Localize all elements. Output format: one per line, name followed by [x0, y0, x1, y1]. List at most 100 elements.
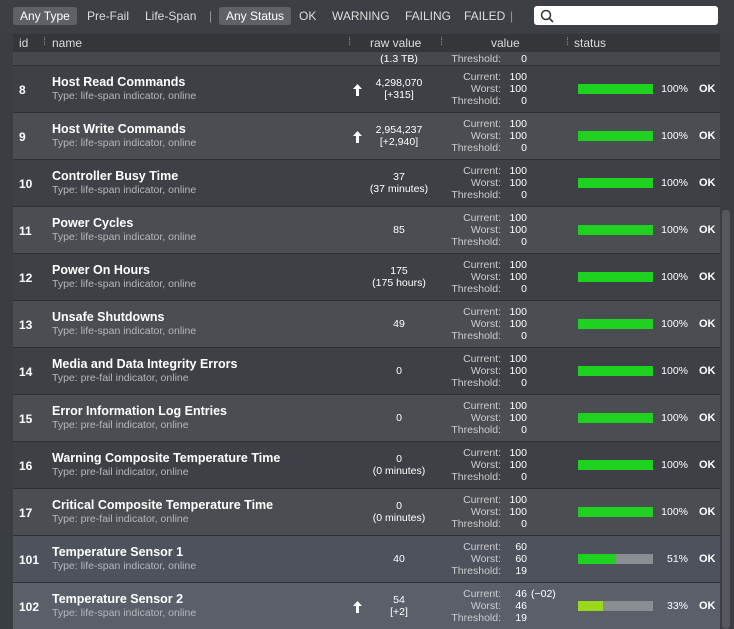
attribute-type: Type: life-span indicator, online — [52, 325, 197, 337]
table-row[interactable]: 17 Critical Composite Temperature Time Typ… — [13, 489, 720, 536]
threshold-value: 0 — [521, 283, 527, 295]
status-text: OK — [699, 83, 716, 95]
progress-track — [578, 84, 653, 94]
type-filter[interactable]: Life-Span — [145, 9, 197, 23]
row-id: 10 — [19, 177, 33, 191]
progress-track — [578, 131, 653, 141]
progress-bar — [578, 84, 653, 94]
row-id: 13 — [19, 318, 33, 332]
table-row[interactable]: 101 Temperature Sensor 1 Type: life-span i… — [13, 536, 720, 583]
worst-value: 100 — [509, 224, 527, 236]
row-id: 12 — [19, 271, 33, 285]
progress-track — [578, 225, 653, 235]
attribute-name: Warning Composite Temperature Time — [52, 451, 281, 465]
attribute-type: Type: life-span indicator, online — [52, 560, 197, 572]
table-row[interactable]: 11 Power Cycles Type: life-span indicator,… — [13, 207, 720, 254]
column-header[interactable]: status — [574, 36, 607, 50]
table-row[interactable]: 13 Unsafe Shutdowns Type: life-span indica… — [13, 301, 720, 348]
percent-label: 100% — [661, 506, 688, 518]
progress-track — [578, 554, 653, 564]
current-value: 100 — [509, 212, 527, 224]
value-label: Threshold: — [451, 95, 501, 107]
raw-value: 4,298,070 — [375, 77, 423, 89]
percent-label: 100% — [661, 83, 688, 95]
value-label: Current: — [463, 447, 501, 459]
raw-value: 37 — [393, 171, 405, 183]
value-label: Worst: — [470, 271, 501, 283]
type-filter[interactable]: Pre-Fail — [87, 9, 130, 23]
value-delta: (−02) — [531, 588, 556, 600]
status-filter[interactable]: FAILING — [405, 9, 452, 23]
row-id: 17 — [19, 506, 33, 520]
arrow-icon — [353, 601, 362, 613]
column-header[interactable]: raw value — [370, 36, 422, 50]
raw-value: 0 — [396, 453, 402, 465]
progress-bar — [578, 507, 653, 517]
value-label: Current: — [463, 259, 501, 271]
status-filter[interactable]: OK — [299, 9, 317, 23]
table-row[interactable]: 15 Error Information Log Entries Type: pre… — [13, 395, 720, 442]
column-header[interactable]: name — [52, 36, 83, 50]
status-text: OK — [699, 553, 716, 565]
column-header[interactable]: id — [19, 36, 29, 50]
status-filter[interactable]: FAILED — [464, 9, 506, 23]
table-row[interactable]: 14 Media and Data Integrity Errors Type: p… — [13, 348, 720, 395]
value-label: Current: — [463, 400, 501, 412]
column-divider: ⁞ — [43, 36, 47, 48]
threshold-value: 0 — [521, 471, 527, 483]
status-filter[interactable]: WARNING — [332, 9, 390, 23]
search-box[interactable] — [534, 6, 718, 25]
attribute-name: Power On Hours — [52, 263, 150, 277]
worst-value: 100 — [509, 271, 527, 283]
progress-track — [578, 413, 653, 423]
row-id: 102 — [19, 600, 40, 614]
progress-bar — [578, 178, 653, 188]
threshold-value: 0 — [521, 189, 527, 201]
type-filter[interactable]: Any Type — [13, 7, 77, 25]
current-value: 46 — [515, 588, 527, 600]
value-label: Threshold: — [451, 283, 501, 295]
raw-value: 54 — [393, 594, 405, 606]
percent-label: 100% — [661, 130, 688, 142]
status-text: OK — [699, 271, 716, 283]
progress-bar — [578, 131, 653, 141]
threshold: 0 — [521, 53, 527, 65]
attribute-type: Type: life-span indicator, online — [52, 137, 197, 149]
attribute-name: Host Write Commands — [52, 122, 186, 136]
table-row[interactable]: 9 Host Write Commands Type: life-span indi… — [13, 113, 720, 160]
worst-value: 100 — [509, 412, 527, 424]
attribute-type: Type: life-span indicator, online — [52, 90, 197, 102]
table-row[interactable]: 102 Temperature Sensor 2 Type: life-span i… — [13, 583, 720, 629]
current-value: 100 — [509, 71, 527, 83]
table-row[interactable]: 10 Controller Busy Time Type: life-span in… — [13, 160, 720, 207]
attribute-type: Type: pre-fail indicator, online — [52, 372, 189, 384]
status-filter[interactable]: Any Status — [219, 7, 292, 25]
value-label: Worst: — [470, 318, 501, 330]
percent-label: 100% — [661, 177, 688, 189]
value-label: Worst: — [470, 130, 501, 142]
percent-label: 100% — [661, 459, 688, 471]
partial-row: (1.3 TB) Threshold: 0 — [13, 52, 720, 66]
attribute-type: Type: pre-fail indicator, online — [52, 419, 189, 431]
current-value: 100 — [509, 353, 527, 365]
status-text: OK — [699, 459, 716, 471]
row-id: 16 — [19, 459, 33, 473]
raw-value: (0 minutes) — [372, 512, 426, 524]
status-text: OK — [699, 365, 716, 377]
threshold-value: 0 — [521, 424, 527, 436]
raw-value: 49 — [393, 318, 405, 330]
value-label: Current: — [463, 588, 501, 600]
table-row[interactable]: 16 Warning Composite Temperature Time Type… — [13, 442, 720, 489]
value-label: Threshold: — [451, 377, 501, 389]
threshold-value: 0 — [521, 142, 527, 154]
threshold-value: 19 — [515, 612, 527, 624]
attribute-type: Type: life-span indicator, online — [52, 278, 197, 290]
value-label: Worst: — [470, 459, 501, 471]
table-row[interactable]: 12 Power On Hours Type: life-span indicato… — [13, 254, 720, 301]
status-text: OK — [699, 318, 716, 330]
status-text: OK — [699, 506, 716, 518]
scrollbar[interactable] — [722, 210, 730, 629]
table-row[interactable]: 8 Host Read Commands Type: life-span indic… — [13, 66, 720, 113]
column-header[interactable]: value — [491, 36, 520, 50]
row-id: 9 — [19, 130, 26, 144]
